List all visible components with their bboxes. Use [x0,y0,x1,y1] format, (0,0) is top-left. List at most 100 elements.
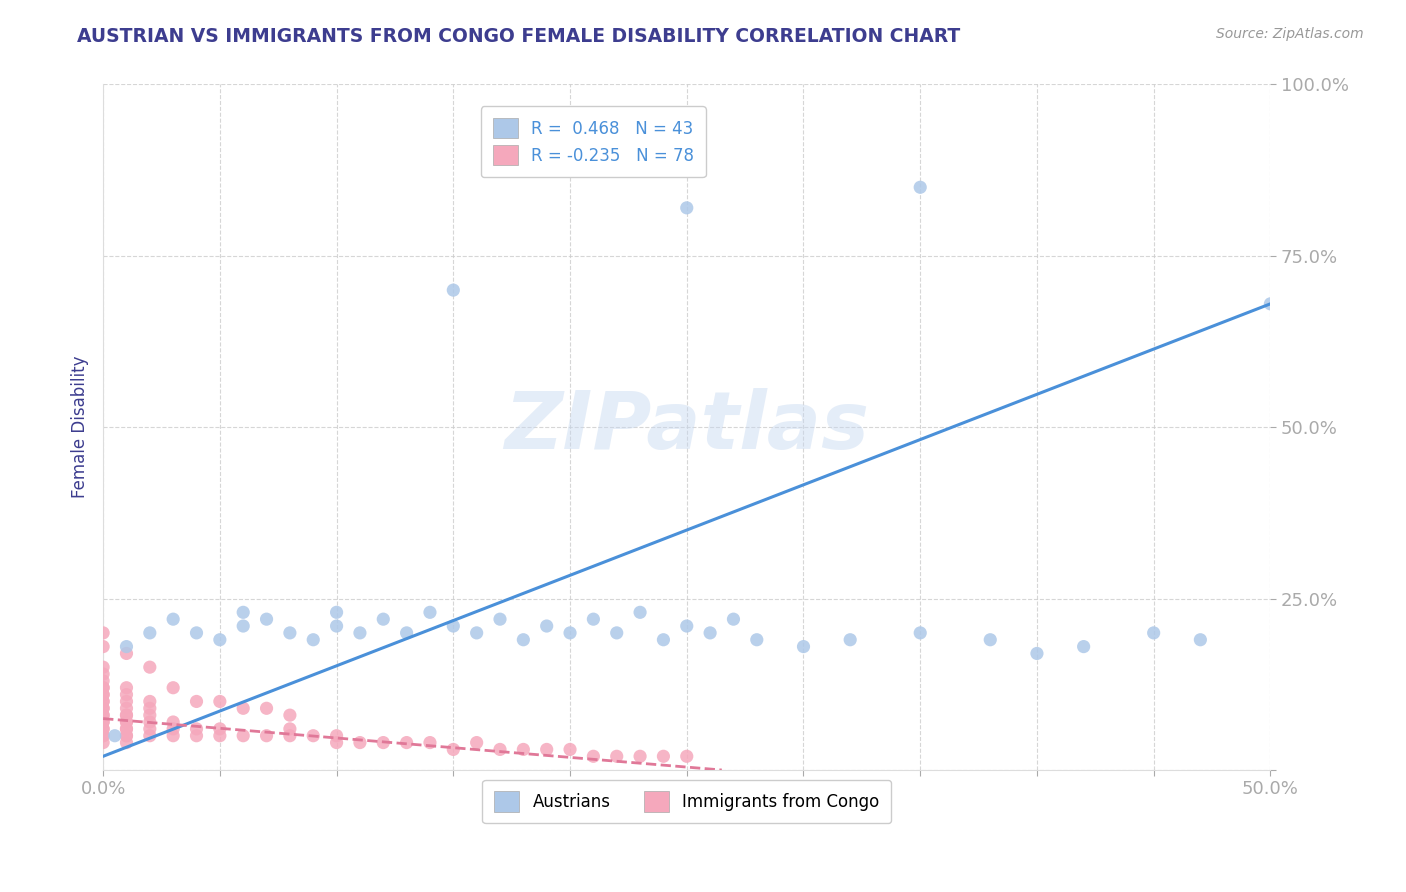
Point [115,729,138,743]
Point [536,742,558,756]
Point [699,626,721,640]
Point [908,626,931,640]
Point [675,201,697,215]
Point [558,626,581,640]
Point [162,722,184,736]
Point [91,688,114,702]
Point [232,605,254,619]
Point [115,729,138,743]
Point [582,612,605,626]
Point [91,714,114,729]
Point [91,681,114,695]
Point [465,626,488,640]
Point [104,729,127,743]
Point [349,626,371,640]
Point [115,688,138,702]
Point [489,612,512,626]
Point [115,708,138,723]
Point [91,708,114,723]
Point [162,612,184,626]
Point [186,729,208,743]
Point [1143,626,1166,640]
Point [232,619,254,633]
Point [419,735,441,749]
Point [349,735,371,749]
Point [325,619,347,633]
Point [91,708,114,723]
Point [186,626,208,640]
Point [115,640,138,654]
Point [208,729,231,743]
Point [582,749,605,764]
Point [1026,647,1049,661]
Point [441,283,464,297]
Point [745,632,768,647]
Point [162,714,184,729]
Point [139,626,162,640]
Point [536,619,558,633]
Point [908,180,931,194]
Point [91,640,114,654]
Point [115,681,138,695]
Point [139,722,162,736]
Point [115,701,138,715]
Point [91,722,114,736]
Point [465,735,488,749]
Point [91,667,114,681]
Point [91,735,114,749]
Point [325,729,347,743]
Point [1189,632,1212,647]
Point [91,701,114,715]
Point [91,729,114,743]
Point [91,714,114,729]
Point [139,729,162,743]
Point [91,681,114,695]
Point [278,729,301,743]
Point [325,605,347,619]
Point [278,708,301,723]
Point [115,708,138,723]
Point [256,701,278,715]
Point [839,632,862,647]
Point [91,688,114,702]
Point [606,626,628,640]
Point [675,749,697,764]
Text: AUSTRIAN VS IMMIGRANTS FROM CONGO FEMALE DISABILITY CORRELATION CHART: AUSTRIAN VS IMMIGRANTS FROM CONGO FEMALE… [77,27,960,45]
Point [512,632,534,647]
Point [91,694,114,708]
Point [278,722,301,736]
Point [139,701,162,715]
Point [558,742,581,756]
Legend: Austrians, Immigrants from Congo: Austrians, Immigrants from Congo [482,780,891,823]
Point [792,640,814,654]
Point [628,605,651,619]
Point [115,714,138,729]
Point [675,619,697,633]
Point [302,729,325,743]
Point [441,619,464,633]
Point [302,632,325,647]
Point [1260,297,1282,311]
Point [652,749,675,764]
Point [91,660,114,674]
Point [115,714,138,729]
Point [115,722,138,736]
Point [139,694,162,708]
Point [91,673,114,688]
Y-axis label: Female Disability: Female Disability [72,356,89,499]
Point [628,749,651,764]
Point [723,612,745,626]
Point [91,626,114,640]
Point [162,681,184,695]
Point [208,722,231,736]
Point [91,722,114,736]
Point [162,729,184,743]
Point [139,660,162,674]
Text: ZIPatlas: ZIPatlas [505,388,869,467]
Point [419,605,441,619]
Point [115,647,138,661]
Point [1073,640,1095,654]
Point [606,749,628,764]
Point [208,632,231,647]
Point [325,735,347,749]
